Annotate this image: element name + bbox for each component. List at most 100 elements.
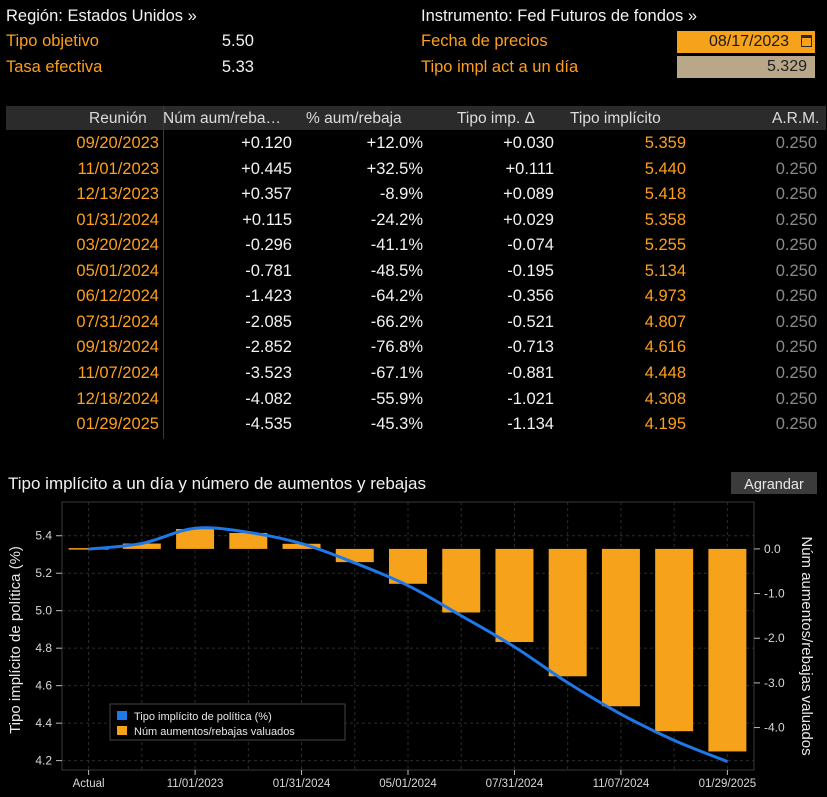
col-pct-hikes[interactable]: % aum/rebaja: [306, 110, 402, 127]
legend-bar-swatch: [117, 726, 127, 735]
col-arm[interactable]: A.R.M.: [772, 110, 820, 127]
row-implied-delta: -0.195: [507, 261, 554, 280]
effective-rate-value: 5.33: [221, 58, 254, 76]
right-tick-label: -1.0: [764, 587, 785, 601]
left-tick-label: 4.6: [35, 679, 52, 693]
table-row[interactable]: 12/18/2024 -4.082 -55.9% -1.021 4.308 0.250: [0, 387, 827, 413]
row-implied-delta: -0.521: [507, 312, 554, 331]
x-tick-label: Actual: [73, 778, 105, 790]
x-tick-label: 01/31/2024: [273, 778, 331, 790]
row-implied-rate: 4.448: [644, 363, 686, 382]
row-arm: 0.250: [775, 363, 817, 382]
row-arm: 0.250: [775, 236, 817, 255]
row-implied-delta: +0.030: [503, 134, 554, 152]
left-tick-label: 5.0: [35, 604, 52, 618]
price-date-label: Fecha de precios: [421, 32, 548, 50]
bar: [495, 548, 534, 643]
table-row[interactable]: 06/12/2024 -1.423 -64.2% -0.356 4.973 0.250: [0, 284, 827, 310]
bar: [335, 548, 374, 563]
table-row[interactable]: 09/18/2024 -2.852 -76.8% -0.713 4.616 0.250: [0, 335, 827, 361]
bar: [229, 532, 268, 549]
bar: [548, 548, 587, 677]
row-meeting-date: 11/07/2024: [77, 363, 159, 382]
row-arm: 0.250: [775, 159, 817, 178]
row-num-hikes: +0.445: [241, 159, 292, 178]
bar: [282, 543, 321, 549]
row-num-hikes: -1.423: [245, 287, 292, 306]
table-row[interactable]: 11/07/2024 -3.523 -67.1% -0.881 4.448 0.250: [0, 361, 827, 387]
row-implied-rate: 4.973: [644, 287, 686, 306]
row-num-hikes: +0.357: [241, 185, 292, 204]
calendar-icon[interactable]: [801, 35, 812, 47]
row-num-hikes: -2.852: [245, 338, 292, 357]
row-pct-hikes: -55.9%: [370, 389, 423, 408]
table-row[interactable]: 01/29/2025 -4.535 -45.3% -1.134 4.195 0.250: [0, 412, 827, 438]
region-selector[interactable]: Región: Estados Unidos »: [6, 7, 197, 25]
row-implied-delta: +0.089: [503, 185, 554, 204]
row-pct-hikes: -41.1%: [370, 236, 423, 255]
right-tick-label: -3.0: [764, 676, 785, 690]
legend-line-label: Tipo implícito de política (%): [134, 711, 272, 723]
row-implied-rate: 4.807: [644, 312, 686, 331]
row-arm: 0.250: [775, 185, 817, 204]
bar: [442, 548, 481, 613]
row-implied-delta: -0.713: [507, 338, 554, 357]
bar: [708, 548, 747, 752]
table-row[interactable]: 03/20/2024 -0.296 -41.1% -0.074 5.255 0.250: [0, 233, 827, 259]
overnight-rate-field[interactable]: 5.329: [677, 56, 815, 78]
row-implied-rate: 5.440: [644, 159, 686, 178]
row-implied-rate: 5.418: [644, 185, 686, 204]
left-tick-label: 4.4: [35, 716, 52, 730]
left-tick-label: 4.8: [35, 641, 52, 655]
row-pct-hikes: +32.5%: [366, 159, 423, 178]
row-pct-hikes: -48.5%: [370, 261, 423, 280]
row-num-hikes: -3.523: [245, 363, 292, 382]
row-implied-rate: 5.359: [644, 134, 686, 152]
table-row[interactable]: 01/31/2024 +0.115 -24.2% +0.029 5.358 0.250: [0, 208, 827, 234]
legend-box: [109, 703, 346, 741]
row-arm: 0.250: [775, 287, 817, 306]
price-date-field[interactable]: 08/17/2023: [677, 31, 815, 53]
instrument-selector[interactable]: Instrumento: Fed Futuros de fondos »: [421, 7, 698, 25]
target-rate-label: Tipo objetivo: [6, 32, 99, 50]
left-tick-label: 5.2: [35, 566, 52, 580]
left-tick-label: 4.2: [35, 754, 52, 768]
row-pct-hikes: -66.2%: [370, 312, 423, 331]
col-implied-delta[interactable]: Tipo imp. Δ: [457, 110, 535, 127]
overnight-rate-label: Tipo impl act a un día: [421, 58, 579, 76]
enlarge-button[interactable]: Agrandar: [731, 472, 817, 494]
row-pct-hikes: +12.0%: [366, 134, 423, 152]
row-implied-delta: +0.111: [505, 159, 554, 178]
col-meeting[interactable]: Reunión: [89, 110, 147, 127]
table-row[interactable]: 12/13/2023 +0.357 -8.9% +0.089 5.418 0.250: [0, 182, 827, 208]
row-pct-hikes: -76.8%: [370, 338, 423, 357]
row-implied-rate: 5.358: [644, 210, 686, 229]
table-row[interactable]: 09/20/2023 +0.120 +12.0% +0.030 5.359 0.250: [0, 131, 827, 157]
table-row[interactable]: 07/31/2024 -2.085 -66.2% -0.521 4.807 0.250: [0, 310, 827, 336]
row-pct-hikes: -24.2%: [370, 210, 423, 229]
row-implied-delta: -1.134: [507, 415, 554, 434]
right-tick-label: -2.0: [764, 631, 785, 645]
row-meeting-date: 09/18/2024: [76, 338, 159, 357]
row-arm: 0.250: [775, 210, 817, 229]
legend-bar-label: Núm aumentos/rebajas valuados: [134, 726, 295, 738]
row-num-hikes: -4.082: [245, 389, 292, 408]
row-arm: 0.250: [775, 134, 817, 152]
row-num-hikes: -0.296: [245, 236, 292, 255]
row-arm: 0.250: [775, 261, 817, 280]
col-implied-rate[interactable]: Tipo implícito: [570, 110, 661, 127]
row-num-hikes: -2.085: [245, 312, 292, 331]
implied-rate-line: [88, 526, 728, 763]
col-num-hikes[interactable]: Núm aum/reba…: [163, 110, 282, 127]
row-num-hikes: -0.781: [245, 261, 292, 280]
x-tick-label: 07/31/2024: [486, 778, 544, 790]
row-implied-rate: 4.308: [644, 389, 686, 408]
bar: [601, 548, 640, 707]
x-tick-label: 05/01/2024: [379, 778, 437, 790]
table-row[interactable]: 05/01/2024 -0.781 -48.5% -0.195 5.134 0.250: [0, 259, 827, 285]
table-row[interactable]: 11/01/2023 +0.445 +32.5% +0.111 5.440 0.250: [0, 157, 827, 183]
left-axis-title: Tipo implícito de política (%): [7, 546, 24, 734]
table-header: Reunión Núm aum/reba… % aum/rebaja Tipo …: [6, 106, 826, 130]
legend-line-swatch: [117, 711, 127, 720]
row-arm: 0.250: [775, 312, 817, 331]
